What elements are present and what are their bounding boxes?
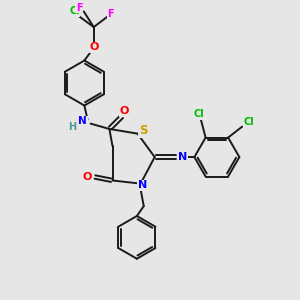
Text: N: N: [78, 116, 87, 126]
Text: O: O: [119, 106, 129, 116]
Text: Cl: Cl: [244, 117, 254, 127]
Text: S: S: [139, 124, 147, 137]
Text: N: N: [178, 152, 188, 162]
Text: O: O: [89, 42, 98, 52]
Text: O: O: [82, 172, 92, 182]
Text: F: F: [76, 3, 83, 13]
Text: F: F: [107, 9, 114, 19]
Text: N: N: [138, 180, 147, 190]
Text: Cl: Cl: [194, 110, 205, 119]
Text: H: H: [68, 122, 76, 132]
Text: Cl: Cl: [69, 7, 80, 16]
